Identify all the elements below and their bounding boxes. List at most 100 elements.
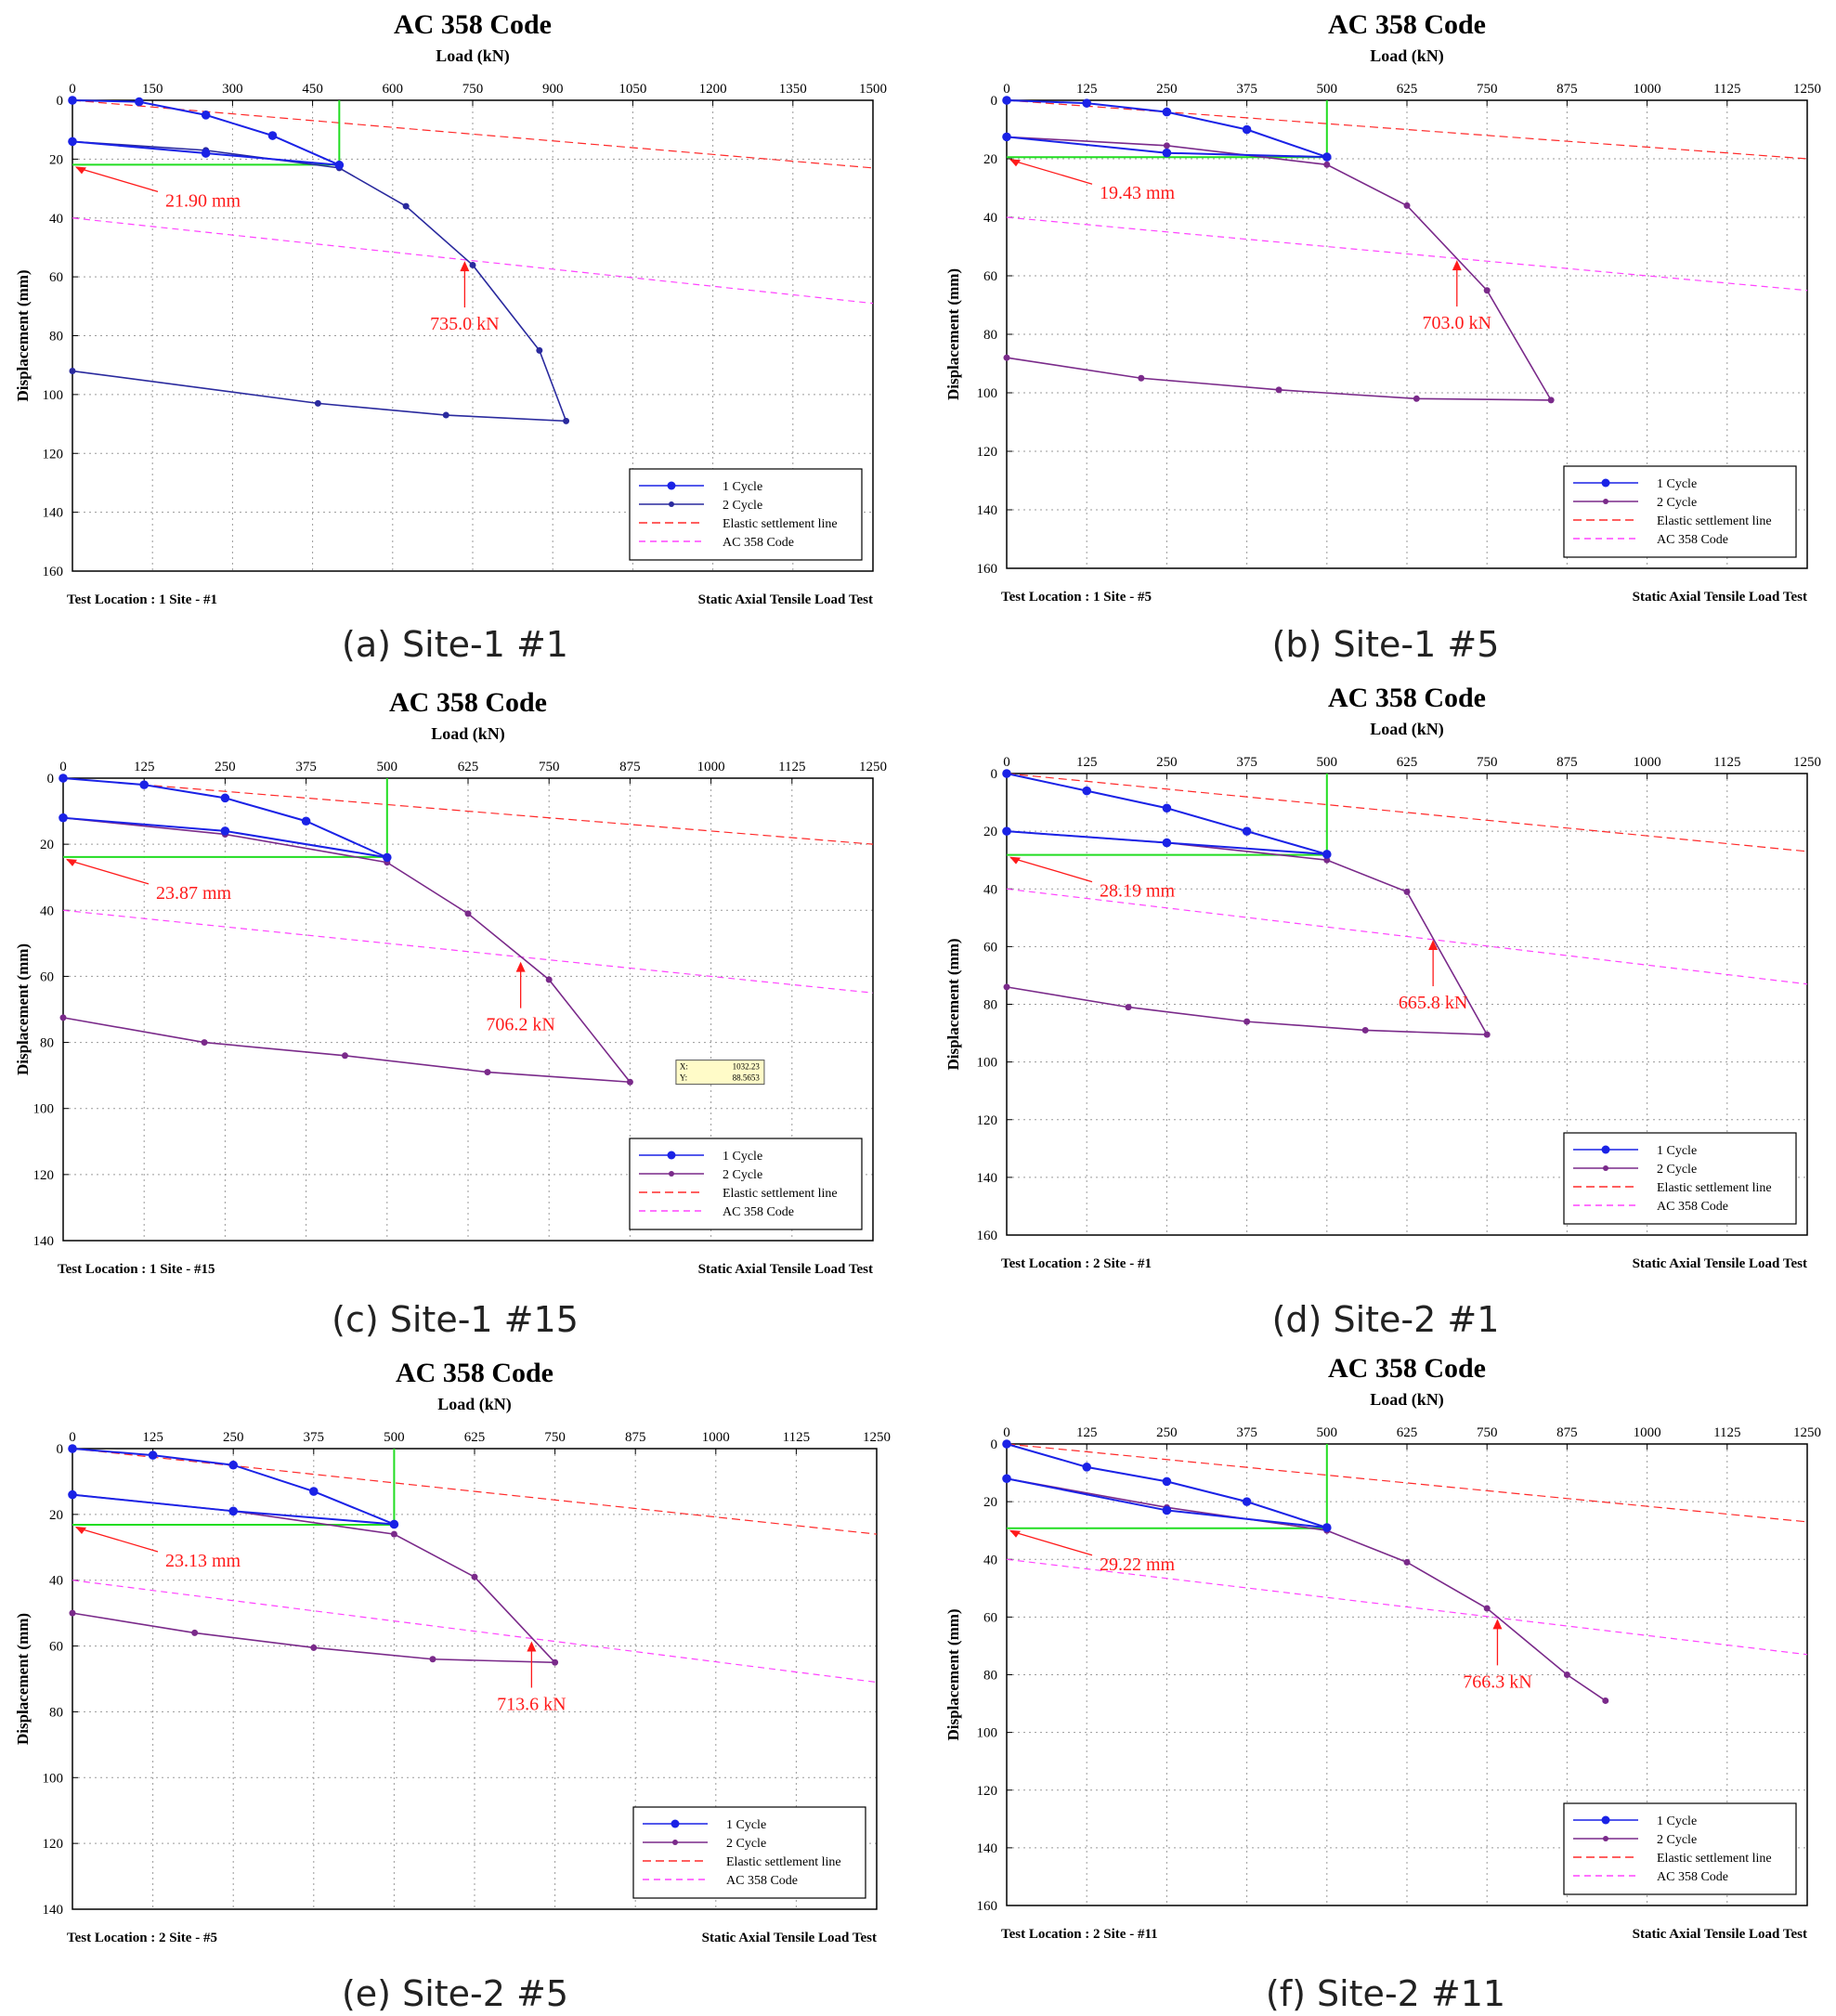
x-tick-label: 0 [69,82,76,97]
y-tick-label: 20 [40,838,54,852]
footer-test-location: Test Location : 1 Site - #15 [58,1262,215,1277]
ac358-line [72,1580,878,1684]
series-2-point [1163,142,1170,150]
series-1-point [59,774,68,783]
series-1-point [148,1450,158,1460]
series-1-point [201,111,211,120]
series-2-cycle-line [1006,1477,1607,1702]
x-tick-label: 875 [1556,1425,1578,1440]
y-tick-label: 120 [977,445,998,460]
x-tick-label: 1125 [1713,82,1740,97]
x-tick-label: 375 [1236,82,1257,97]
x-tick-label: 300 [222,82,243,97]
x-tick-label: 625 [458,760,479,774]
y-tick-label: 20 [983,825,997,839]
load-annotation: 665.8 kN [1399,993,1467,1013]
series-1-point [1242,124,1252,135]
x-tick-label: 1250 [863,1430,891,1445]
legend-label: AC 358 Code [1657,533,1728,547]
y-tick-label: 0 [47,772,55,787]
legend-marker [671,1819,680,1828]
x-tick-label: 0 [1003,1425,1010,1440]
x-tick-label: 0 [59,760,67,774]
y-tick-label: 0 [57,94,64,109]
series-2-point [1413,395,1420,402]
series-2-cycle-line [72,140,567,423]
y-tick-label: 80 [983,1669,997,1684]
series-2-point [1003,354,1010,361]
plot-frame [72,1448,878,1910]
chart-a: AC 358 Code Load (kN) Displacement (mm) 0 15… [14,9,887,607]
x-tick-label: 125 [134,760,155,774]
series-2-point [471,1573,478,1580]
displacement-arrowhead [75,166,86,175]
series-1-point [228,1506,238,1516]
legend-label: AC 358 Code [723,1205,794,1219]
displacement-arrowhead [1009,159,1021,167]
legend-marker [672,1840,678,1845]
load-annotation: 703.0 kN [1423,313,1491,333]
x-axis-label: Load (kN) [1370,720,1444,739]
y-axis-label: Displacement (mm) [944,268,962,400]
chart-title: AC 358 Code [389,687,547,718]
y-tick-label: 80 [983,998,997,1013]
caption-d: (d) Site-2 #1 [1271,1299,1500,1340]
series-1-point [1162,1505,1172,1515]
chart-title: AC 358 Code [396,1358,553,1388]
load-arrowhead [1492,1619,1503,1630]
y-tick-label: 100 [977,1056,998,1071]
plot-frame [1006,99,1808,569]
legend: 1 Cycle 2 Cycle Elastic settlement line AC … [1563,465,1797,558]
legend-label: AC 358 Code [723,536,794,550]
caption-b: (b) Site-1 #5 [1271,624,1500,665]
elastic-settlement-line [1006,773,1808,852]
y-tick-label: 60 [983,1610,997,1625]
y-tick-label: 140 [43,1903,64,1918]
x-tick-label: 1200 [699,82,727,97]
x-tick-label: 1250 [859,760,887,774]
x-axis-label: Load (kN) [1370,46,1444,66]
legend-label: Elastic settlement line [1657,514,1772,528]
legend: 1 Cycle 2 Cycle Elastic settlement line AC … [1563,1802,1797,1895]
series-1-point [1002,769,1011,778]
plot-frame [72,99,874,572]
chart-title: AC 358 Code [394,9,552,40]
legend-label: 2 Cycle [726,1837,766,1851]
series-2-point [314,399,321,407]
x-tick-label: 250 [215,760,236,774]
series-1-point [301,816,311,826]
y-tick-label: 120 [43,1837,64,1852]
legend-label: 2 Cycle [1657,1833,1697,1847]
series-2-point [1403,888,1411,895]
series-1-point [389,1519,399,1529]
x-tick-label: 1125 [1713,1425,1740,1440]
chart-panel-b: AC 358 Code Load (kN) Displacement (mm) 0 12… [931,0,1836,631]
y-tick-label: 120 [977,1113,998,1128]
footer-test-location: Test Location : 2 Site - #5 [67,1931,217,1945]
series-2-point [563,417,570,424]
legend-label: AC 358 Code [1657,1870,1728,1884]
displacement-annotation: 21.90 mm [165,190,241,211]
series-2-point [626,1078,633,1086]
x-tick-label: 375 [1236,1425,1257,1440]
x-tick-label: 875 [625,1430,646,1445]
y-tick-label: 0 [991,1437,998,1452]
chart-title: AC 358 Code [1328,683,1486,713]
x-tick-label: 750 [462,82,484,97]
y-axis-label: Displacement (mm) [944,1608,962,1740]
y-tick-label: 140 [33,1234,55,1249]
y-tick-label: 100 [43,388,64,403]
series-2-cycle-line [62,816,632,1084]
chart-f: AC 358 Code Load (kN) Displacement (mm) 0 12… [944,1353,1821,1942]
x-tick-label: 250 [1156,82,1178,97]
displacement-arrow [66,859,150,885]
chart-title: AC 358 Code [1328,1353,1486,1384]
ac358-line [1006,216,1808,292]
legend-marker [1601,478,1610,488]
elastic-settlement-line [62,777,874,845]
x-tick-label: 1350 [779,82,807,97]
chart-panel-e: AC 358 Code Load (kN) Displacement (mm) 0 12… [0,1349,905,1981]
y-axis-label: Displacement (mm) [14,943,32,1075]
series-2-point [1275,386,1283,394]
x-tick-label: 125 [1076,1425,1098,1440]
